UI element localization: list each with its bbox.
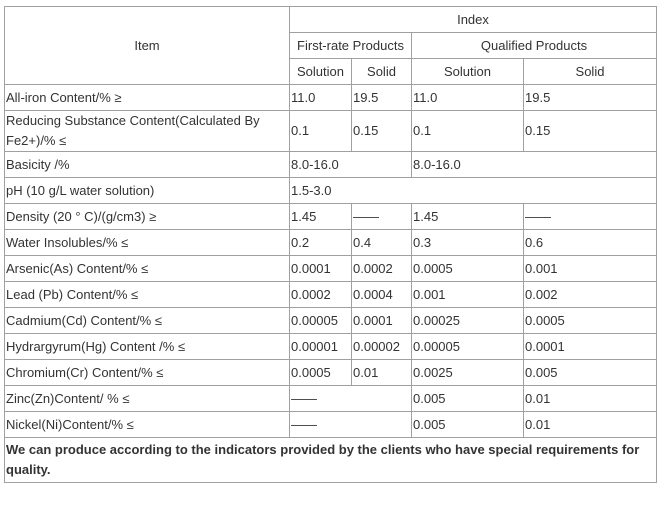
value-cell: —— — [289, 411, 412, 438]
value-cell: 0.005 — [411, 411, 524, 438]
value-cell: 0.0005 — [523, 307, 657, 334]
value-cell: 0.1 — [411, 110, 524, 152]
item-cell: pH (10 g/L water solution) — [4, 177, 290, 204]
value-cell: —— — [289, 385, 412, 412]
value-cell: 0.3 — [411, 229, 524, 256]
table-row: pH (10 g/L water solution) 1.5-3.0 — [4, 177, 657, 204]
value-cell: 0.0005 — [411, 255, 524, 282]
value-cell: 0.00025 — [411, 307, 524, 334]
table-row: Density (20 ° C)/(g/cm3) ≥1.45 —— 1.45 —— — [4, 203, 657, 230]
value-cell: 11.0 — [289, 84, 352, 111]
table-row: Water Insolubles/% ≤0.2 0.4 0.3 0.6 — [4, 229, 657, 256]
value-cell: 1.45 — [411, 203, 524, 230]
value-cell: 0.1 — [289, 110, 352, 152]
item-header: Item — [4, 6, 290, 85]
item-cell: Water Insolubles/% ≤ — [4, 229, 290, 256]
value-cell: 0.00002 — [351, 333, 412, 360]
value-cell: 0.0001 — [523, 333, 657, 360]
value-cell: 0.00001 — [289, 333, 352, 360]
value-cell: 0.0025 — [411, 359, 524, 386]
item-cell: Zinc(Zn)Content/ % ≤ — [4, 385, 290, 412]
value-cell: 0.2 — [289, 229, 352, 256]
value-cell: 0.001 — [411, 281, 524, 308]
value-cell: 0.0001 — [289, 255, 352, 282]
value-cell: 0.01 — [523, 385, 657, 412]
item-cell: Basicity /% — [4, 151, 290, 178]
item-cell: All-iron Content/% ≥ — [4, 84, 290, 111]
table-row: Zinc(Zn)Content/ % ≤ —— 0.005 0.01 — [4, 385, 657, 412]
table-row: Chromium(Cr) Content/% ≤0.0005 0.01 0.0025… — [4, 359, 657, 386]
table-row: Lead (Pb) Content/% ≤0.0002 0.0004 0.001 0.… — [4, 281, 657, 308]
value-cell: 0.00005 — [411, 333, 524, 360]
item-cell: Cadmium(Cd) Content/% ≤ — [4, 307, 290, 334]
item-cell: Reducing Substance Content(Calculated By… — [4, 110, 290, 152]
value-cell: 0.01 — [523, 411, 657, 438]
item-cell: Hydrargyrum(Hg) Content /% ≤ — [4, 333, 290, 360]
table-row: Arsenic(As) Content/% ≤0.0001 0.0002 0.000… — [4, 255, 657, 282]
value-cell: 0.005 — [523, 359, 657, 386]
value-cell: 0.005 — [411, 385, 524, 412]
value-cell: 1.45 — [289, 203, 352, 230]
table-row: Item Index — [4, 6, 657, 85]
value-cell: —— — [351, 203, 412, 230]
item-cell: Lead (Pb) Content/% ≤ — [4, 281, 290, 308]
value-cell: 0.6 — [523, 229, 657, 256]
value-cell: 0.0002 — [351, 255, 412, 282]
value-cell: 0.15 — [523, 110, 657, 152]
item-cell: Nickel(Ni)Content/% ≤ — [4, 411, 290, 438]
value-cell: 11.0 — [411, 84, 524, 111]
table-row: Hydrargyrum(Hg) Content /% ≤0.00001 0.000… — [4, 333, 657, 360]
table-row: All-iron Content/% ≥11.0 19.5 11.0 19.5 — [4, 84, 657, 111]
value-cell: 0.0004 — [351, 281, 412, 308]
table-row: First-rate Products Qualified Products — [5, 32, 657, 59]
value-cell: 0.0002 — [289, 281, 352, 308]
value-cell: 0.00005 — [289, 307, 352, 334]
value-cell: —— — [523, 203, 657, 230]
item-cell: Density (20 ° C)/(g/cm3) ≥ — [4, 203, 290, 230]
group-header: Qualified Products — [411, 32, 657, 59]
value-cell: 0.4 — [351, 229, 412, 256]
item-cell: Chromium(Cr) Content/% ≤ — [4, 359, 290, 386]
value-cell: 0.0005 — [289, 359, 352, 386]
table-row: We can produce according to the indicato… — [4, 437, 657, 483]
item-cell: Arsenic(As) Content/% ≤ — [4, 255, 290, 282]
value-cell: 8.0-16.0 — [289, 151, 412, 178]
value-cell: 0.002 — [523, 281, 657, 308]
sub-header: Solid — [351, 58, 412, 85]
value-cell: 1.5-3.0 — [289, 177, 657, 204]
sub-header: Solution — [289, 58, 352, 85]
table-row: Reducing Substance Content(Calculated By… — [4, 110, 657, 152]
spec-table: Item Index First-rate Products Qualified Pr… — [4, 6, 657, 483]
value-cell: 0.0001 — [351, 307, 412, 334]
value-cell: 0.01 — [351, 359, 412, 386]
table-row: Solution Solid Solution Solid — [5, 58, 657, 85]
footer-note: We can produce according to the indicato… — [4, 437, 657, 483]
table-row: Basicity /% 8.0-16.0 8.0-16.0 — [4, 151, 657, 178]
sub-header: Solution — [411, 58, 524, 85]
value-cell: 19.5 — [523, 84, 657, 111]
value-cell: 19.5 — [351, 84, 412, 111]
sub-header: Solid — [523, 58, 657, 85]
group-header: First-rate Products — [289, 32, 412, 59]
value-cell: 0.15 — [351, 110, 412, 152]
table-row: Nickel(Ni)Content/% ≤ —— 0.005 0.01 — [4, 411, 657, 438]
index-header: Index — [289, 6, 657, 33]
value-cell: 0.001 — [523, 255, 657, 282]
table-row: Cadmium(Cd) Content/% ≤0.00005 0.0001 0.00… — [4, 307, 657, 334]
value-cell: 8.0-16.0 — [411, 151, 657, 178]
